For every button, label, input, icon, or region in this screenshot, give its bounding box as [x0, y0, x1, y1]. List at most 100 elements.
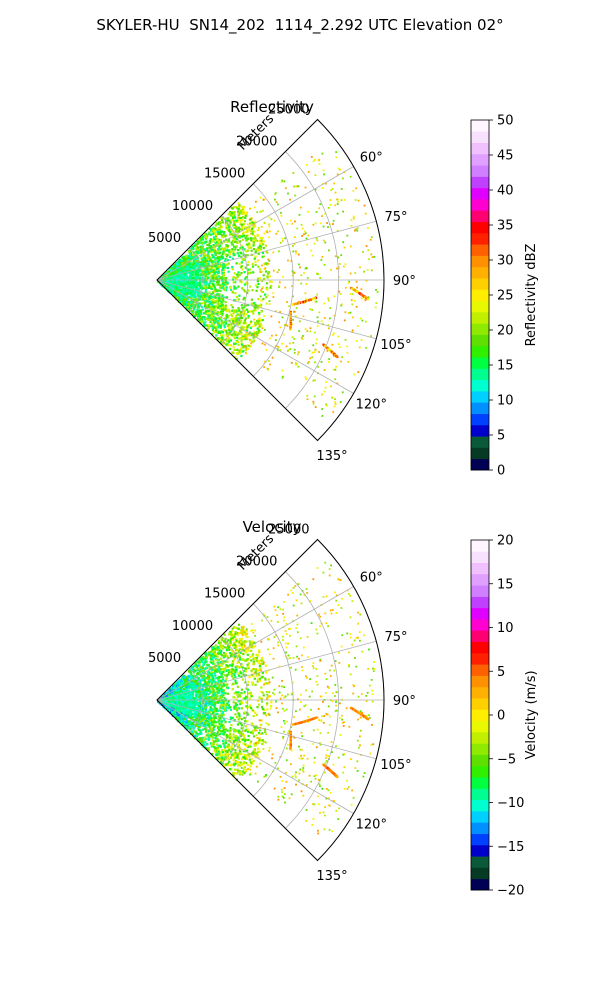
echo-gate [258, 277, 261, 280]
echo-gate [228, 310, 231, 313]
colorbar-segment [471, 345, 489, 358]
echo-gate [217, 331, 220, 335]
echo-gate [304, 186, 307, 189]
echo-gate [268, 216, 271, 219]
echo-gate [212, 323, 215, 326]
echo-gate [239, 219, 242, 222]
echo-gate [216, 753, 219, 757]
echo-gate [218, 232, 221, 235]
echo-gate [189, 669, 192, 672]
echo-gate [207, 251, 210, 254]
echo-gate [261, 251, 264, 255]
echo-gate [238, 773, 241, 776]
echo-gate [350, 245, 352, 248]
echo-gate [333, 405, 336, 408]
echo-gate [224, 235, 227, 238]
echo-gate [249, 339, 252, 342]
echo-gate [292, 341, 295, 344]
echo-gate [312, 402, 315, 405]
echo-gate [289, 198, 291, 201]
echo-gate [207, 324, 211, 327]
echo-gate [221, 247, 224, 251]
echo-gate [188, 256, 191, 259]
echo-gate [245, 334, 248, 337]
echo-gate [207, 286, 210, 289]
theta-tick-label: 75° [384, 210, 407, 225]
echo-gate [329, 204, 332, 206]
echo-gate [306, 394, 309, 397]
echo-gate [241, 228, 244, 231]
echo-gate [208, 317, 211, 320]
echo-gate [201, 238, 204, 241]
echo-gate [259, 268, 262, 271]
echo-gate [295, 185, 298, 188]
echo-gate [302, 315, 305, 318]
echo-gate [217, 275, 220, 278]
echo-gate [271, 356, 274, 359]
echo-gate [225, 313, 228, 317]
echo-gate [201, 245, 204, 248]
echo-gate [370, 335, 372, 337]
echo-gate [266, 288, 269, 291]
colorbar-segment [471, 436, 489, 448]
echo-gate [239, 240, 242, 243]
echo-gate [209, 661, 212, 664]
echo-gate [164, 282, 167, 285]
echo-gate [171, 292, 174, 295]
sector-outline [156, 118, 385, 442]
echo-gate [293, 310, 295, 313]
echo-gate [258, 249, 261, 252]
echo-gate [214, 321, 217, 324]
echo-gate [237, 249, 240, 252]
echo-gate [242, 205, 245, 209]
echo-gate [268, 223, 271, 226]
echo-gate [251, 221, 254, 224]
echo-gate [233, 276, 236, 279]
azimuth-spoke [156, 220, 377, 281]
echo-gate [259, 303, 262, 307]
echo-gate [294, 220, 296, 223]
echo-gate [216, 228, 219, 232]
echo-gate [243, 283, 247, 286]
echo-gate [315, 211, 318, 213]
echo-gate [196, 708, 199, 711]
echo-gate [332, 355, 335, 357]
echo-gate [281, 237, 284, 240]
echo-gate [278, 269, 280, 271]
echo-gate [239, 251, 242, 254]
echo-gate [196, 240, 199, 243]
echo-gate [197, 251, 200, 254]
echo-gate [248, 218, 252, 221]
echo-gate [204, 300, 207, 304]
echo-gate [258, 311, 261, 315]
echo-gate [276, 271, 279, 274]
echo-gate [318, 351, 320, 353]
echo-gate [243, 271, 246, 274]
echo-gate [327, 299, 330, 302]
echo-gate [252, 226, 255, 229]
echo-gate [203, 262, 207, 265]
echo-gate [229, 740, 232, 743]
echo-gate [242, 258, 245, 261]
echo-gate [247, 347, 250, 350]
echo-gate [280, 211, 282, 214]
echo-gate [249, 310, 252, 313]
echo-gate [281, 179, 284, 182]
echo-gate [248, 676, 251, 679]
echo-gate [219, 231, 222, 235]
echo-gate [217, 326, 220, 329]
echo-gate [255, 332, 258, 335]
theta-tick-label: 90° [393, 274, 416, 289]
echo-gate [214, 235, 218, 238]
echo-gate [230, 317, 233, 320]
echo-gate [288, 342, 291, 345]
echo-gate [251, 333, 254, 336]
colorbar-tick-label: 20 [497, 324, 514, 339]
echo-gate [240, 338, 244, 341]
echo-gate [291, 336, 294, 339]
echo-gate [210, 316, 213, 319]
echo-gate [247, 667, 250, 670]
echo-gate [187, 292, 190, 295]
colorbar-segment [471, 210, 489, 223]
echo-gate [333, 314, 336, 317]
